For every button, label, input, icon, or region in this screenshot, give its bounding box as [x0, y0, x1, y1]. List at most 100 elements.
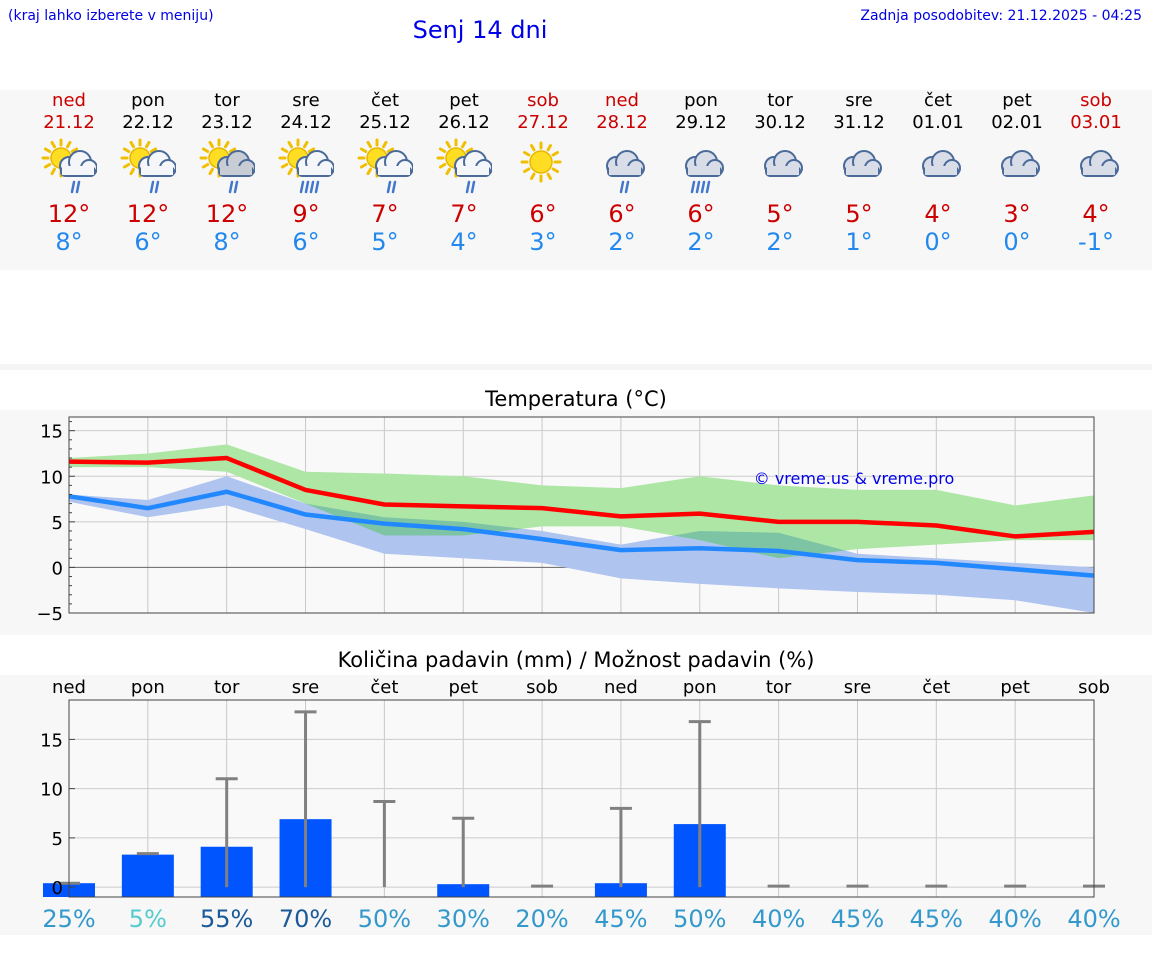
- day-name: pet: [449, 90, 479, 111]
- min-temperature: 5°: [371, 228, 399, 256]
- min-temperature: 2°: [766, 228, 794, 256]
- min-temperature: 8°: [55, 228, 83, 256]
- max-temperature: 6°: [529, 200, 557, 228]
- max-temperature: 7°: [371, 200, 399, 228]
- precip-probability: 30%: [437, 905, 490, 933]
- day-column: tor 23.12 12° 8°: [182, 90, 272, 256]
- separator: [0, 364, 1152, 370]
- day-name: sob: [1080, 90, 1112, 111]
- day-column: sre 24.12 9° 6°: [261, 90, 351, 256]
- y-tick-label: 0: [52, 558, 63, 579]
- temperature-chart-title: Temperatura (°C): [485, 387, 667, 411]
- day-column: pet 02.01 3° 0°: [972, 90, 1062, 256]
- day-column: ned 28.12 6° 2°: [577, 90, 667, 256]
- cloud-icon: [764, 150, 803, 177]
- day-name: pon: [131, 90, 165, 111]
- sun-cloud-rain-icon: [436, 138, 492, 194]
- precip-chart: ned pon tor sre čet pet sob ned pon tor sre čet pet s…: [40, 677, 1121, 933]
- category-label: pon: [683, 677, 717, 698]
- max-temperature: 6°: [608, 200, 636, 228]
- cloud-icon: [1001, 150, 1040, 177]
- day-name: ned: [605, 90, 639, 111]
- day-date: 24.12: [280, 112, 332, 133]
- day-date: 31.12: [833, 112, 885, 133]
- cloud-icon: [843, 150, 882, 177]
- sun-icon: [520, 141, 562, 183]
- max-temperature: 12°: [47, 200, 91, 228]
- day-column: sob 03.01 4° -1°: [1051, 90, 1141, 256]
- category-label: tor: [766, 677, 792, 698]
- min-temperature: 6°: [292, 228, 320, 256]
- category-label: sre: [292, 677, 319, 698]
- cloud-icon: [922, 150, 961, 177]
- sun-grey-cloud-rain-icon: [199, 138, 255, 194]
- precip-bar: [437, 884, 490, 897]
- category-label: sre: [844, 677, 871, 698]
- y-tick-label: 10: [40, 467, 63, 488]
- min-temperature: 0°: [924, 228, 952, 256]
- day-name: čet: [370, 90, 400, 111]
- day-name: pon: [684, 90, 718, 111]
- day-name: sre: [292, 90, 320, 111]
- day-column: ned 21.12 12° 8°: [24, 90, 114, 256]
- precip-bar: [121, 854, 174, 897]
- precip-probability: 45%: [910, 905, 963, 933]
- day-name: ned: [52, 90, 86, 111]
- precip-probability: 40%: [988, 905, 1041, 933]
- day-column: sob 27.12 6° 3°: [498, 90, 588, 256]
- max-temperature: 3°: [1003, 200, 1031, 228]
- max-temperature: 12°: [205, 200, 249, 228]
- category-label: pet: [448, 677, 478, 698]
- day-name: čet: [923, 90, 953, 111]
- day-date: 22.12: [122, 112, 174, 133]
- precip-probability: 70%: [279, 905, 332, 933]
- min-temperature: 2°: [608, 228, 636, 256]
- category-label: pet: [1000, 677, 1030, 698]
- min-temperature: 0°: [1003, 228, 1031, 256]
- category-label: čet: [922, 677, 950, 698]
- min-temperature: 4°: [450, 228, 478, 256]
- watermark: © vreme.us & vreme.pro: [754, 469, 955, 488]
- max-range-band: [69, 444, 1094, 559]
- y-tick-label: 5: [52, 513, 63, 534]
- category-label: ned: [52, 677, 86, 698]
- precip-chart-title: Količina padavin (mm) / Možnost padavin …: [337, 648, 815, 672]
- day-date: 27.12: [517, 112, 569, 133]
- page-title: Senj 14 dni: [412, 16, 548, 44]
- min-temperature: -1°: [1078, 228, 1114, 256]
- precip-probability: 45%: [594, 905, 647, 933]
- day-column: tor 30.12 5° 2°: [735, 90, 825, 256]
- precip-probability: 55%: [200, 905, 253, 933]
- y-tick-label: 10: [40, 780, 63, 801]
- day-column: pon 29.12 6° 2°: [656, 90, 746, 256]
- sun-cloud-rain-icon: [357, 138, 413, 194]
- day-date: 30.12: [754, 112, 806, 133]
- max-temperature: 4°: [924, 200, 952, 228]
- max-temperature: 4°: [1082, 200, 1110, 228]
- day-name: pet: [1002, 90, 1032, 111]
- cloud-heavy-rain-icon: [685, 150, 724, 194]
- menu-hint[interactable]: (kraj lahko izberete v meniju): [8, 8, 214, 24]
- min-temperature: 2°: [687, 228, 715, 256]
- y-tick-label: 15: [40, 422, 63, 443]
- max-temperature: 5°: [766, 200, 794, 228]
- max-temperature: 5°: [845, 200, 873, 228]
- precip-bar: [594, 883, 647, 897]
- max-temperature: 7°: [450, 200, 478, 228]
- sun-cloud-heavy-rain-icon: [278, 138, 334, 194]
- day-date: 25.12: [359, 112, 411, 133]
- precip-probability: 20%: [515, 905, 568, 933]
- day-column: čet 25.12 7° 5°: [340, 90, 430, 256]
- day-date: 28.12: [596, 112, 648, 133]
- forecast-band: [0, 90, 1152, 270]
- min-temperature: 3°: [529, 228, 557, 256]
- y-tick-label: 0: [52, 878, 63, 899]
- sun-cloud-rain-icon: [120, 138, 176, 194]
- category-label: sob: [526, 677, 558, 698]
- day-name: sob: [527, 90, 559, 111]
- precip-probability: 50%: [358, 905, 411, 933]
- category-label: ned: [604, 677, 638, 698]
- min-temperature-line: [68, 489, 1095, 578]
- max-temperature: 6°: [687, 200, 715, 228]
- max-temperature: 12°: [126, 200, 170, 228]
